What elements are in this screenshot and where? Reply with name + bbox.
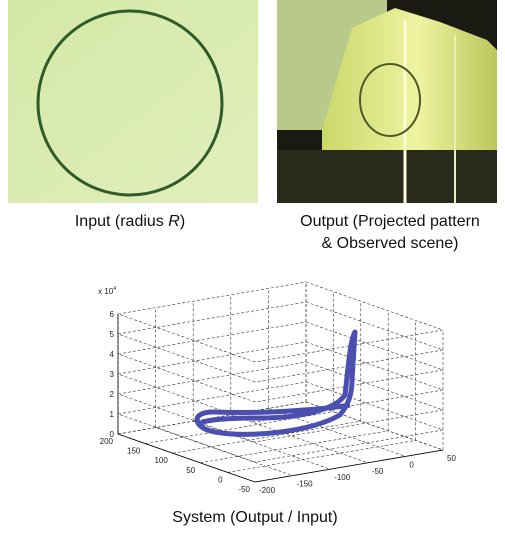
grid-line: [255, 430, 443, 462]
z-tick-label: 0: [110, 430, 115, 439]
caption-text: ): [180, 213, 185, 230]
output-caption: Output (Projected pattern: [300, 213, 480, 230]
z-tick-label: 5: [110, 330, 115, 339]
z-tick-label: 4: [110, 350, 115, 359]
x-tick-label: -100: [334, 473, 351, 482]
output-caption: & Observed scene): [322, 235, 459, 252]
y-tick-label: 0: [218, 475, 223, 484]
grid-line: [118, 322, 306, 354]
z-tick-label: 6: [110, 310, 115, 319]
grid-line: [306, 362, 443, 410]
plot-3d: -200-150-100-50050200150100500-500123456…: [98, 282, 456, 495]
x-tick-label: -200: [259, 486, 276, 495]
grid-line: [306, 282, 443, 330]
y-tick-label: 50: [186, 466, 195, 475]
grid-line: [231, 415, 368, 463]
z-tick-label: 3: [110, 370, 115, 379]
grid-line: [118, 314, 255, 362]
figure: Input (radius R) Output (Projected patte…: [0, 0, 505, 540]
z-scale-label: x 104: [98, 286, 116, 296]
grid-line: [118, 282, 306, 314]
caption-text: Input (radius: [75, 213, 168, 230]
caption-variable: R: [168, 213, 180, 230]
z-tick-label: 2: [110, 390, 115, 399]
y-tick-label: 100: [154, 456, 168, 465]
grid-line: [306, 322, 443, 370]
output-photo: [277, 0, 497, 203]
system-caption: System (Output / Input): [172, 509, 337, 526]
z-tick-label: 1: [110, 410, 115, 419]
x-tick-label: -50: [372, 467, 384, 476]
x-tick-label: 0: [409, 460, 414, 469]
grid-line: [306, 342, 443, 390]
grid-line: [306, 302, 443, 350]
z-scale-base: x 10: [98, 287, 114, 296]
z-scale-exponent: 4: [113, 286, 116, 292]
x-tick-label: 50: [447, 454, 456, 463]
y-tick-label: 150: [127, 447, 141, 456]
y-tick-label: -50: [238, 485, 250, 494]
input-photo: [8, 0, 258, 203]
x-tick-label: -150: [297, 480, 314, 489]
grid-line: [118, 334, 255, 382]
grid-line: [118, 354, 255, 402]
grid-line: [118, 302, 306, 334]
grid-line: [228, 440, 416, 472]
input-caption: Input (radius R): [75, 213, 185, 230]
